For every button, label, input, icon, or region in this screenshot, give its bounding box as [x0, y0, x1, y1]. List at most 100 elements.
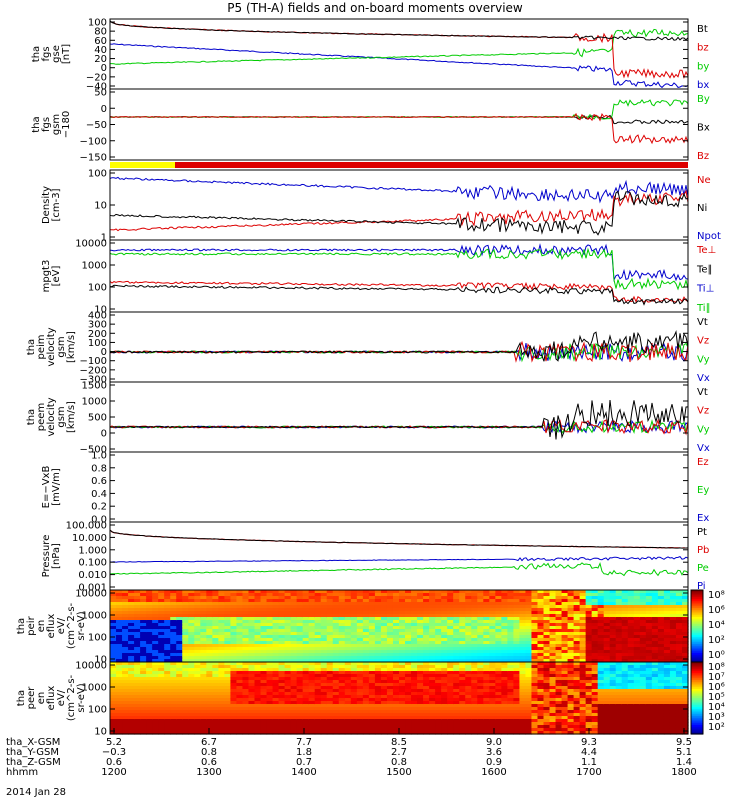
spectrogram-cell: [134, 722, 141, 726]
spectrogram-cell: [549, 698, 557, 702]
spectrogram-cell: [200, 710, 207, 714]
spectrogram-cell: [296, 653, 304, 657]
spectrogram-cell: [645, 599, 653, 603]
spectrogram-cell: [621, 638, 629, 642]
spectrogram-cell: [314, 704, 322, 708]
spectrogram-cell: [314, 659, 322, 663]
spectrogram-cell: [435, 686, 442, 690]
spectrogram-cell: [543, 713, 551, 717]
spectrogram-cell: [555, 722, 563, 726]
spectrogram-cell: [374, 605, 382, 609]
spectrogram-cell: [182, 641, 189, 645]
spectrogram-cell: [615, 632, 623, 636]
spectrogram-cell: [603, 641, 611, 645]
spectrogram-cell: [465, 644, 472, 648]
spectrogram-cell: [290, 656, 298, 660]
spectrogram-cell: [681, 659, 689, 663]
spectrogram-cell: [194, 590, 201, 594]
spectrogram-cell: [254, 650, 262, 654]
spectrogram-cell: [501, 599, 508, 603]
spectrogram-cell: [362, 725, 370, 729]
spectrogram-cell: [465, 611, 472, 615]
spectrogram-cell: [609, 692, 617, 696]
spectrogram-cell: [645, 674, 653, 678]
spectrogram-cell: [374, 614, 382, 618]
spectrogram-cell: [218, 713, 225, 717]
spectrogram-cell: [248, 686, 256, 690]
spectrogram-cell: [453, 659, 460, 663]
y-tick-label: 0.100: [78, 558, 107, 569]
spectrogram-cell: [236, 611, 244, 615]
spectrogram-cell: [116, 689, 123, 693]
y-tick-label: 100: [88, 18, 107, 29]
spectrogram-cell: [218, 617, 225, 621]
spectrogram-cell: [513, 707, 521, 711]
spectrogram-cell: [627, 662, 635, 666]
spectrogram-cell: [471, 611, 478, 615]
spectrogram-cell: [591, 662, 599, 666]
spectrogram-cell: [350, 623, 358, 627]
spectrogram-cell: [296, 629, 304, 633]
spectrogram-cell: [429, 698, 436, 702]
spectrogram-cell: [483, 686, 490, 690]
spectrogram-cell: [368, 650, 376, 654]
spectrogram-cell: [675, 707, 683, 711]
spectrogram-cell: [495, 605, 502, 609]
spectrogram-cell: [140, 683, 147, 687]
spectrogram-cell: [627, 701, 635, 705]
spectrogram-cell: [519, 668, 527, 672]
spectrogram-cell: [218, 620, 225, 624]
spectrogram-cell: [230, 620, 238, 624]
spectrogram-cell: [374, 656, 382, 660]
spectrogram-cell: [555, 695, 563, 699]
spectrogram-cell: [663, 644, 671, 648]
spectrogram-cell: [392, 620, 400, 624]
spectrogram-cell: [254, 671, 262, 675]
spectrogram-cell: [561, 713, 569, 717]
spectrogram-cell: [549, 656, 557, 660]
spectrogram-cell: [320, 683, 328, 687]
spectrogram-cell: [356, 677, 364, 681]
spectrogram-cell: [224, 722, 232, 726]
spectrogram-cell: [146, 593, 153, 597]
spectrogram-cell: [374, 647, 382, 651]
spectrogram-cell: [182, 677, 189, 681]
spectrogram-cell: [417, 632, 424, 636]
colorbar-cell: [691, 676, 703, 679]
spectrogram-cell: [188, 683, 195, 687]
spectrogram-cell: [338, 680, 346, 684]
spectrogram-cell: [471, 599, 478, 603]
spectrogram-cell: [170, 701, 177, 705]
spectrogram-cell: [296, 611, 304, 615]
spectrogram-cell: [519, 629, 527, 633]
spectrogram-cell: [651, 617, 659, 621]
peem-series-line: [109, 400, 689, 440]
spectrogram-cell: [218, 704, 225, 708]
spectrogram-cell: [134, 626, 141, 630]
spectrogram-cell: [236, 695, 244, 699]
spectrogram-cell: [675, 632, 683, 636]
spectrogram-cell: [513, 680, 521, 684]
spectrogram-cell: [374, 632, 382, 636]
spectrogram-cell: [356, 629, 364, 633]
spectrogram-cell: [555, 662, 563, 666]
spectrogram-cell: [350, 686, 358, 690]
spectrogram-cell: [597, 719, 605, 723]
spectrogram-cell: [338, 623, 346, 627]
spectrogram-cell: [621, 710, 629, 714]
colorbar-cell: [691, 719, 703, 722]
spectrogram-cell: [230, 707, 238, 711]
spectrogram-cell: [561, 710, 569, 714]
spectrogram-cell: [645, 629, 653, 633]
colorbar-cell: [691, 658, 703, 661]
spectrogram-cell: [272, 626, 280, 630]
spectrogram-cell: [392, 626, 400, 630]
spectrogram-cell: [579, 704, 587, 708]
spectrogram-cell: [314, 590, 322, 594]
spectrogram-cell: [537, 620, 545, 624]
spectrogram-cell: [615, 725, 623, 729]
spectrogram-cell: [663, 677, 671, 681]
spectrogram-cell: [236, 599, 244, 603]
spectrogram-cell: [362, 626, 370, 630]
spectrogram-cell: [651, 704, 659, 708]
